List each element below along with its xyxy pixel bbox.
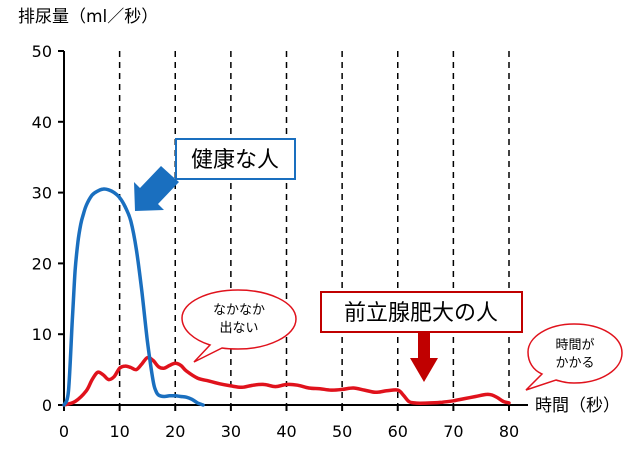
x-tick-label-0: 0 — [59, 422, 69, 441]
bph-label-box — [320, 291, 523, 333]
x-tick-label-10: 10 — [109, 422, 129, 441]
slow-start-bubble-shape — [181, 289, 297, 363]
x-tick-label-50: 50 — [332, 422, 352, 441]
healthy-label: 健康な人 — [191, 148, 279, 173]
y-tick-label-0: 0 — [42, 396, 52, 415]
y-axis-title: 排尿量（ml／秒） — [18, 7, 158, 27]
axes — [58, 50, 528, 411]
takes-time-line2: かかる — [555, 356, 594, 371]
slow-start-bubble: なかなか 出ない — [181, 289, 297, 363]
series-line-healthy — [62, 187, 205, 407]
x-tick-label-80: 80 — [499, 422, 519, 441]
y-tick-label-20: 20 — [32, 254, 52, 273]
y-tick-label-10: 10 — [32, 325, 52, 344]
grid-lines — [118, 51, 510, 405]
series-line-bph — [62, 355, 511, 407]
bph-callout: 前立腺肥大の人 — [320, 291, 523, 382]
y-tick-label-40: 40 — [32, 113, 52, 132]
x-tick-label-40: 40 — [276, 422, 296, 441]
y-tick-label-30: 30 — [32, 184, 52, 203]
x-tick-label-30: 30 — [221, 422, 241, 441]
x-tick-label-60: 60 — [388, 422, 408, 441]
takes-time-bubble-shape — [525, 323, 623, 391]
bph-label: 前立腺肥大の人 — [344, 301, 498, 326]
slow-start-line2: 出ない — [219, 321, 258, 336]
takes-time-line1: 時間が — [555, 338, 594, 353]
series-lines — [62, 187, 511, 407]
takes-time-bubble: 時間が かかる — [525, 323, 623, 391]
bph-arrow — [410, 332, 438, 382]
y-tick-label-50: 50 — [32, 42, 52, 61]
tick-labels: 0 10 20 30 40 50 0 10 20 30 40 50 60 70 80 — [32, 42, 520, 441]
healthy-callout: 健康な人 — [134, 138, 296, 211]
x-axis-title: 時間（秒） — [535, 396, 620, 416]
x-tick-label-70: 70 — [443, 422, 463, 441]
healthy-label-box — [175, 138, 296, 180]
healthy-arrow — [134, 166, 179, 211]
x-tick-label-20: 20 — [165, 422, 185, 441]
slow-start-line1: なかなか — [213, 303, 265, 318]
